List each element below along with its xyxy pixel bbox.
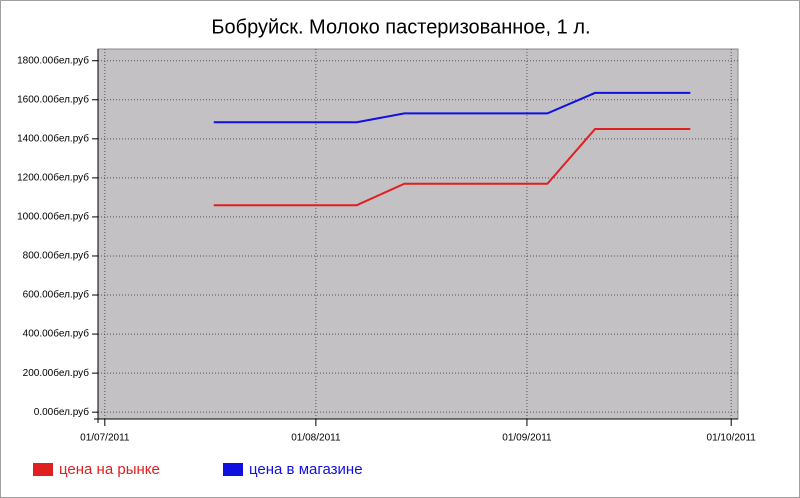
- y-tick-label: 1000.00бел.руб: [17, 211, 89, 223]
- y-tick-label: 1800.00бел.руб: [17, 54, 89, 66]
- series-line: [213, 91, 691, 124]
- y-tick-label: 1600.00бел.руб: [17, 93, 89, 105]
- y-tick-label: 1400.00бел.руб: [17, 132, 89, 144]
- y-tick-label: 600.00бел.руб: [23, 289, 90, 301]
- plot-area: [97, 48, 739, 420]
- x-tick-label: 01/09/2011: [502, 433, 552, 444]
- legend-label: цена в магазине: [249, 461, 363, 478]
- legend-label: цена на рынке: [59, 461, 160, 478]
- y-tick-label: 0.00бел.руб: [34, 406, 89, 418]
- series-line: [213, 128, 691, 207]
- x-tick-label: 01/07/2011: [80, 433, 130, 444]
- x-tick-label: 01/10/2011: [707, 433, 757, 444]
- y-tick-label: 800.00бел.руб: [23, 250, 90, 262]
- legend-swatch: [223, 463, 243, 476]
- legend-swatch: [33, 463, 53, 476]
- x-tick-label: 01/08/2011: [291, 433, 341, 444]
- chart-title: Бобруйск. Молоко пастеризованное, 1 л.: [211, 16, 590, 38]
- y-tick-label: 200.00бел.руб: [23, 367, 90, 379]
- y-tick-label: 400.00бел.руб: [23, 328, 90, 340]
- y-tick-label: 1200.00бел.руб: [17, 172, 89, 184]
